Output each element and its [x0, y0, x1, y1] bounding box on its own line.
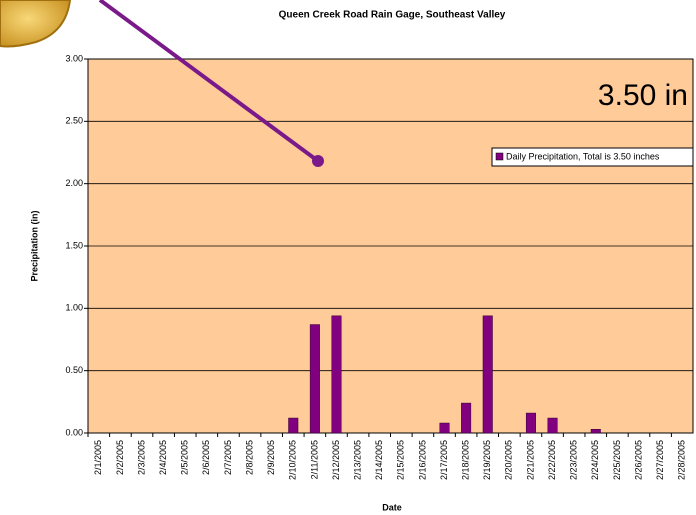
y-tick-label: 1.50 — [65, 240, 83, 250]
x-tick-label: 2/17/2005 — [439, 440, 449, 480]
pointer-dot — [312, 155, 324, 167]
x-tick-label: 2/9/2005 — [266, 440, 276, 475]
x-tick-label: 2/3/2005 — [136, 440, 146, 475]
x-tick-label: 2/23/2005 — [569, 440, 579, 480]
x-tick-label: 2/22/2005 — [547, 440, 557, 480]
x-tick-label: 2/4/2005 — [158, 440, 168, 475]
x-tick-label: 2/16/2005 — [417, 440, 427, 480]
x-tick-label: 2/2/2005 — [115, 440, 125, 475]
legend-box — [491, 147, 694, 167]
x-tick-label: 2/1/2005 — [93, 440, 103, 475]
bar — [525, 412, 536, 434]
bar — [439, 422, 450, 434]
x-tick-label: 2/7/2005 — [223, 440, 233, 475]
bar — [547, 417, 558, 434]
bar — [461, 402, 472, 434]
y-tick-label: 0.00 — [65, 427, 83, 437]
legend-swatch — [495, 152, 504, 161]
x-tick-label: 2/20/2005 — [504, 440, 514, 480]
x-tick-label: 2/21/2005 — [525, 440, 535, 480]
x-tick-label: 2/27/2005 — [655, 440, 665, 480]
x-tick-label: 2/28/2005 — [677, 440, 687, 480]
bar — [309, 324, 320, 434]
bar — [590, 429, 601, 434]
x-tick-label: 2/15/2005 — [396, 440, 406, 480]
x-tick-label: 2/18/2005 — [461, 440, 471, 480]
x-tick-label: 2/6/2005 — [201, 440, 211, 475]
x-tick-label: 2/5/2005 — [180, 440, 190, 475]
x-tick-label: 2/19/2005 — [482, 440, 492, 480]
bar — [288, 417, 299, 434]
marks: 0.00 0.50 1.00 1.50 2.00 2.50 3.00 2/1/2005 2/2/… — [65, 53, 693, 480]
y-tick-label: 2.50 — [65, 116, 83, 126]
x-tick-label: 2/11/2005 — [309, 440, 319, 479]
legend-label: Daily Precipitation, Total is 3.50 inche… — [506, 151, 660, 161]
chart-title: Queen Creek Road Rain Gage, Southeast Va… — [279, 10, 506, 21]
y-tick-label: 3.00 — [65, 53, 83, 63]
x-tick-label: 2/13/2005 — [352, 440, 362, 480]
x-axis-label: Date — [382, 502, 402, 512]
annotation: 3.50 in — [598, 79, 688, 112]
bar — [331, 315, 342, 434]
y-axis-label: Precipitation (in) — [29, 210, 39, 281]
x-tick-label: 2/10/2005 — [288, 440, 298, 480]
x-tick-label: 2/8/2005 — [244, 440, 254, 475]
y-tick-label: 1.00 — [65, 303, 83, 313]
x-tick-label: 2/12/2005 — [331, 440, 341, 480]
x-tick-label: 2/14/2005 — [374, 440, 384, 480]
x-tick-label: 2/26/2005 — [633, 440, 643, 480]
x-tick-label: 2/25/2005 — [612, 440, 622, 480]
x-tick-label: 2/24/2005 — [590, 440, 600, 480]
bar — [482, 315, 493, 434]
y-tick-label: 0.50 — [65, 365, 83, 375]
y-tick-label: 2.00 — [65, 178, 83, 188]
badge — [0, 0, 72, 48]
pointer-line — [98, 0, 320, 163]
